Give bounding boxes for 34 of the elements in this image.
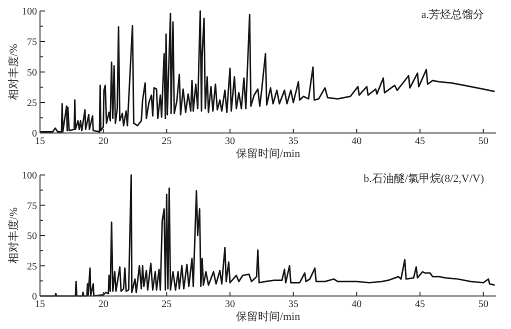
x-tick-label: 35 bbox=[288, 299, 298, 310]
chart-title: a.芳烃总馏分 bbox=[421, 8, 484, 21]
x-tick-label: 15 bbox=[35, 136, 45, 147]
y-tick-label: 50 bbox=[27, 68, 37, 78]
y-tick-label: 50 bbox=[27, 231, 37, 242]
x-tick-label: 15 bbox=[35, 299, 45, 310]
y-tick-label: 0 bbox=[32, 292, 37, 302]
x-tick-label: 20 bbox=[98, 136, 108, 147]
x-tick-label: 20 bbox=[98, 299, 108, 310]
x-tick-label: 30 bbox=[225, 299, 235, 310]
y-tick-label: 75 bbox=[27, 37, 37, 48]
x-tick-label: 25 bbox=[162, 136, 172, 147]
x-axis-title: 保留时间/min bbox=[236, 310, 301, 323]
line-series bbox=[39, 174, 496, 297]
y-tick-label: 0 bbox=[32, 128, 37, 140]
y-axis-title: 相对丰度/% bbox=[7, 44, 20, 100]
x-tick-label: 50 bbox=[478, 299, 488, 310]
y-tick-label: 100 bbox=[22, 6, 37, 18]
x-axis-title: 保留时间/min bbox=[236, 147, 301, 160]
x-tick-label: 30 bbox=[225, 136, 235, 147]
x-tick-label: 25 bbox=[162, 299, 172, 310]
y-tick-label: 25 bbox=[27, 261, 37, 272]
x-tick-label: 35 bbox=[288, 136, 298, 147]
x-tick-label: 40 bbox=[352, 136, 362, 147]
chart-title: b.石油醚/氯甲烷(8/2,V/V) bbox=[364, 172, 484, 185]
y-tick-label: 100 bbox=[22, 170, 37, 182]
x-tick-label: 50 bbox=[478, 136, 488, 147]
y-axis-title: 相对丰度/% bbox=[7, 207, 20, 264]
x-tick-label: 45 bbox=[415, 136, 425, 147]
x-tick-label: 40 bbox=[352, 299, 362, 310]
y-tick-label: 75 bbox=[27, 200, 37, 212]
line-series bbox=[39, 10, 496, 133]
x-tick-label: 45 bbox=[415, 299, 425, 310]
y-tick-label: 25 bbox=[27, 98, 37, 109]
